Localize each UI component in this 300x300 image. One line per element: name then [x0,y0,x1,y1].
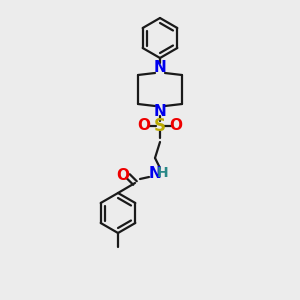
Text: N: N [148,166,161,181]
Text: O: O [137,118,151,134]
Text: N: N [154,61,166,76]
Text: S: S [154,117,166,135]
Text: N: N [154,103,166,118]
Text: O: O [116,169,130,184]
Text: H: H [157,166,169,180]
Text: O: O [169,118,182,134]
